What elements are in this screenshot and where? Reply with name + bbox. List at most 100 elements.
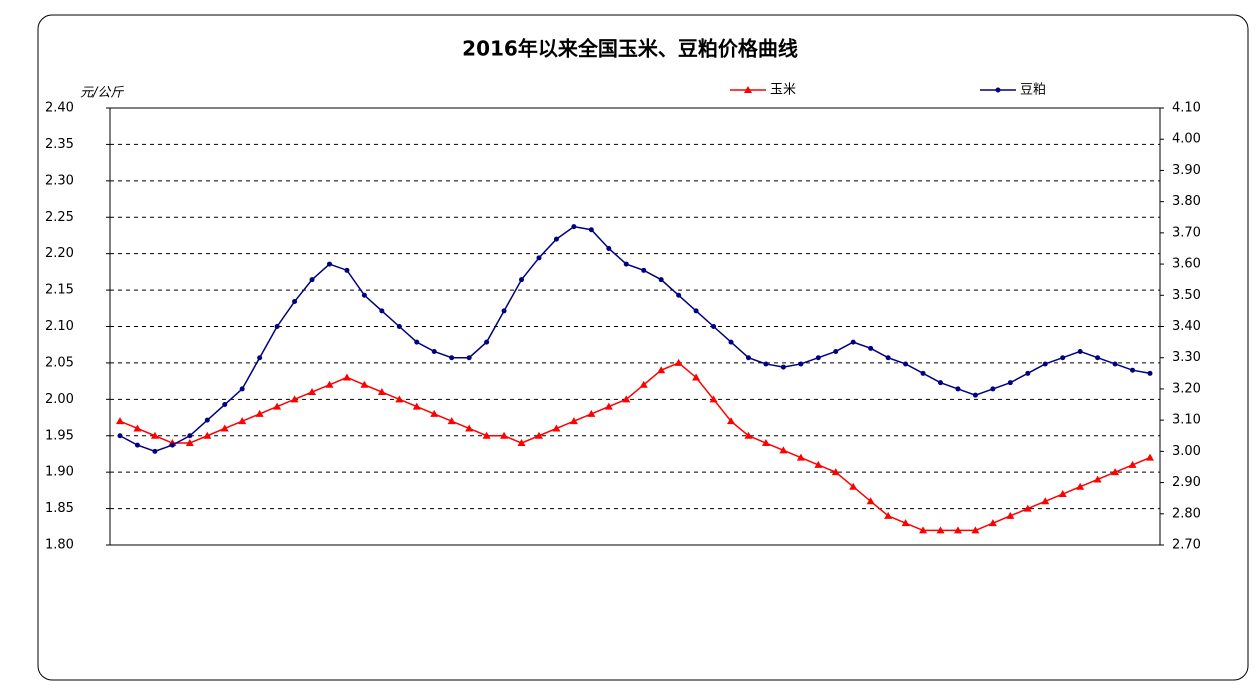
marker [447,417,456,425]
marker [849,482,858,490]
marker [606,245,612,251]
y-tick-label: 2.00 [45,392,74,407]
marker [501,308,507,314]
marker [1058,490,1067,498]
marker [274,324,280,329]
marker [761,439,770,447]
marker [744,86,752,93]
marker [500,431,509,439]
marker [1147,370,1153,376]
marker [711,324,717,329]
marker [676,292,682,298]
marker [972,392,978,398]
marker [239,386,245,392]
marker [866,497,875,505]
marker [995,87,1001,93]
marker [379,308,385,314]
marker [553,236,559,242]
y-tick-label: 2.05 [45,355,74,370]
marker [727,417,736,425]
marker [484,339,490,345]
y-tick-label: 1.80 [45,538,74,553]
marker [955,386,961,392]
y2-tick-label: 3.10 [1172,413,1201,428]
marker [571,224,577,230]
marker [779,446,788,454]
marker [169,442,175,448]
marker [117,433,123,439]
marker [273,402,282,410]
marker [534,431,543,439]
marker [990,386,996,392]
marker [622,395,631,403]
marker [1025,370,1031,376]
marker [1130,367,1136,373]
marker [1077,348,1083,354]
marker [1146,453,1154,461]
y2-tick-label: 3.50 [1172,288,1201,303]
marker [308,388,317,396]
marker [414,339,420,345]
marker [377,388,386,396]
marker [466,355,472,361]
marker [884,511,893,519]
marker [901,519,910,527]
marker [309,277,315,283]
marker [238,417,247,425]
marker [745,355,751,361]
y2-tick-label: 2.70 [1172,538,1201,553]
chart-frame [37,14,1249,681]
marker [220,424,229,432]
marker [953,526,962,534]
marker [552,424,561,432]
marker [588,227,594,233]
y2-tick-label: 4.00 [1172,132,1201,147]
y-tick-label: 2.10 [45,319,74,334]
marker [257,355,263,361]
marker [569,417,578,425]
y-tick-label: 2.40 [45,101,74,116]
marker [203,431,212,439]
marker [780,364,786,370]
marker [587,409,596,417]
marker [222,402,228,408]
y2-tick-label: 2.90 [1172,475,1201,490]
series-line [119,225,1151,453]
marker [536,255,542,261]
y-tick-label: 1.90 [45,465,74,480]
marker [1042,361,1048,367]
y2-tick-label: 3.30 [1172,350,1201,365]
y-tick-label: 1.95 [45,428,74,443]
marker [187,433,193,439]
marker [639,380,648,388]
y2-tick-label: 3.70 [1172,225,1201,240]
y-axis-label: 元/公斤 [80,86,124,101]
y-tick-label: 2.30 [45,173,74,188]
marker [325,380,334,388]
marker [1093,475,1102,483]
marker [1023,504,1032,512]
marker [517,439,526,447]
marker [744,431,753,439]
marker [326,261,332,267]
marker [971,526,980,534]
marker [292,299,298,305]
marker [728,339,734,345]
marker [1076,482,1085,490]
marker [641,267,647,273]
marker [868,345,874,351]
y-tick-label: 2.25 [45,210,74,225]
marker [709,395,718,403]
marker [449,355,455,361]
marker [920,370,926,376]
marker [519,277,525,283]
marker [204,417,210,423]
marker [604,402,613,410]
marker [815,355,821,361]
marker [395,395,404,403]
marker [1007,380,1013,386]
y2-tick-label: 3.40 [1172,319,1201,334]
marker [133,424,142,432]
marker [1095,355,1101,361]
marker [850,339,856,345]
